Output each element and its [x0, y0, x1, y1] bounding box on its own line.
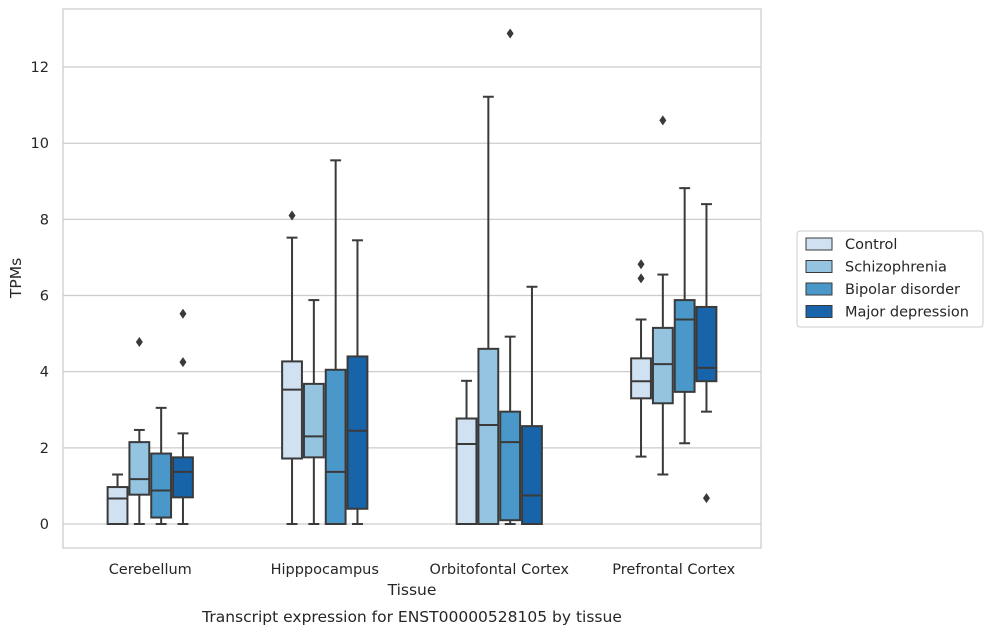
box-groups	[106, 28, 718, 526]
box	[150, 406, 173, 525]
box	[651, 115, 674, 476]
legend-swatch	[805, 237, 833, 251]
box	[521, 285, 543, 525]
box	[281, 210, 303, 525]
box	[302, 299, 325, 525]
x-tick-label: Cerebellum	[109, 562, 192, 578]
legend-frame	[796, 230, 984, 328]
box-body	[128, 441, 151, 496]
y-tick-label: 4	[40, 365, 49, 381]
box-body	[695, 305, 718, 383]
outlier-point	[179, 308, 187, 319]
box-body	[150, 452, 173, 519]
x-tick-label: Prefrontal Cortex	[612, 562, 735, 578]
legend: Control Schizophrenia Bipolar disorder Majo…	[796, 230, 984, 328]
box-body	[302, 382, 325, 459]
box-body	[499, 410, 522, 522]
legend-swatch	[805, 282, 833, 296]
plot-frame	[62, 8, 762, 549]
legend-swatch	[805, 305, 833, 318]
legend-label: Bipolar disorder	[845, 282, 960, 298]
box	[477, 95, 500, 525]
x-tick-label: Orbitofontal Cortex	[430, 562, 570, 578]
legend-label: Control	[845, 237, 897, 253]
x-tick-label: Hipppocampus	[271, 562, 379, 578]
outlier-point	[659, 115, 667, 126]
y-tick-label: 8	[40, 212, 49, 228]
outlier-point	[637, 259, 645, 270]
box-body	[477, 347, 500, 525]
legend-label: Schizophrenia	[845, 260, 947, 276]
y-tick-label: 2	[40, 441, 49, 457]
outlier-point	[637, 273, 645, 284]
box	[346, 239, 369, 525]
box	[695, 203, 718, 504]
box	[128, 336, 151, 525]
box-body	[455, 417, 478, 525]
chart-title: Transcript expression for ENST0000052810…	[201, 608, 622, 626]
outlier-point	[288, 210, 296, 221]
box-body	[346, 355, 369, 510]
box	[455, 379, 478, 525]
x-axis-ticks: Cerebellum Hipppocampus Orbitofontal Corte…	[109, 562, 736, 578]
outlier-point	[179, 357, 187, 368]
box-body	[106, 486, 129, 526]
legend-swatch	[805, 260, 833, 273]
box	[324, 159, 347, 525]
box-body	[651, 326, 674, 405]
box	[630, 259, 652, 458]
box	[673, 187, 696, 445]
box-body	[324, 368, 347, 525]
outlier-point	[506, 28, 514, 39]
box-body	[673, 299, 696, 393]
legend-label: Major depression	[845, 305, 969, 321]
y-axis-ticks: 0 2 4 6 8 10 12	[31, 60, 49, 533]
box	[106, 473, 129, 526]
y-tick-label: 0	[40, 517, 49, 533]
y-tick-label: 10	[31, 136, 49, 152]
box	[172, 308, 194, 525]
y-tick-label: 12	[31, 60, 49, 76]
box-body	[630, 357, 652, 400]
box-body	[521, 425, 543, 525]
outlier-point	[702, 493, 710, 504]
y-axis-label: TPMs	[7, 258, 25, 299]
box	[499, 28, 522, 525]
box-body	[281, 360, 303, 460]
x-axis-label: Tissue	[387, 581, 437, 599]
y-tick-label: 6	[40, 289, 49, 305]
outlier-point	[135, 336, 143, 347]
box-body	[172, 456, 194, 499]
